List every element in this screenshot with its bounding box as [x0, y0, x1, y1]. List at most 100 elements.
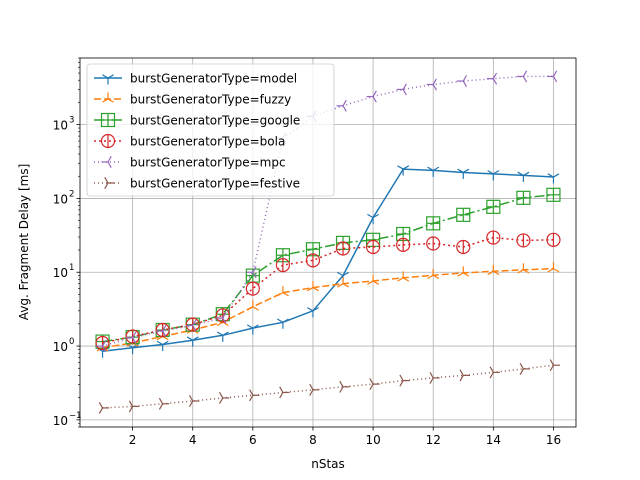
- series-line: [102, 364, 554, 409]
- series-group: [98, 359, 560, 414]
- marker-stroke: [462, 168, 470, 173]
- point-marker: [246, 266, 257, 279]
- marker-stroke: [162, 340, 169, 346]
- point-marker: [397, 165, 410, 176]
- point-marker: [427, 166, 440, 177]
- legend-item: burstGeneratorType=bola: [94, 133, 285, 149]
- marker-stroke: [102, 345, 107, 353]
- marker-stroke: [282, 318, 289, 323]
- point-marker: [276, 286, 289, 297]
- point-marker: [457, 168, 470, 179]
- legend: burstGeneratorType=model burstGeneratorTy…: [86, 63, 335, 197]
- marker-stroke: [252, 266, 257, 273]
- marker-stroke: [249, 389, 254, 396]
- point-marker: [517, 263, 530, 274]
- marker-stroke: [462, 75, 468, 82]
- x-tick-label: 10: [365, 433, 380, 447]
- marker-stroke: [369, 378, 374, 385]
- marker-stroke: [397, 165, 404, 170]
- marker-stroke: [523, 171, 530, 176]
- marker-stroke: [372, 90, 377, 97]
- point-marker: [367, 274, 380, 285]
- y-tick-label: 10: [53, 414, 68, 428]
- marker-stroke: [309, 383, 314, 391]
- marker-stroke: [162, 330, 167, 337]
- marker-stroke: [342, 99, 347, 107]
- point-marker: [186, 319, 197, 332]
- marker-stroke: [459, 375, 464, 382]
- marker-stroke: [128, 400, 134, 407]
- marker-stroke: [489, 372, 494, 379]
- legend-item: burstGeneratorType=mpc: [94, 156, 286, 170]
- point-marker: [188, 395, 200, 407]
- point-marker: [156, 340, 169, 351]
- point-marker: [246, 300, 259, 311]
- marker-stroke: [156, 340, 163, 346]
- point-marker: [104, 177, 115, 189]
- point-marker: [128, 400, 140, 413]
- point-marker: [335, 241, 351, 256]
- point-marker: [396, 83, 407, 96]
- marker-stroke: [158, 397, 164, 405]
- point-marker: [427, 268, 440, 280]
- marker-stroke: [246, 324, 254, 329]
- marker-stroke: [219, 397, 224, 404]
- marker-stroke: [126, 343, 133, 349]
- point-marker: [307, 307, 319, 318]
- marker-stroke: [282, 292, 289, 297]
- x-tick-label: 2: [129, 433, 137, 447]
- marker-stroke: [459, 369, 464, 376]
- legend-item: burstGeneratorType=model: [94, 72, 297, 86]
- marker-stroke: [553, 173, 560, 178]
- marker-stroke: [519, 362, 524, 370]
- point-marker: [456, 75, 468, 87]
- marker-stroke: [487, 270, 494, 276]
- legend-label: burstGeneratorType=bola: [130, 135, 285, 149]
- point-marker: [517, 171, 530, 182]
- marker-stroke: [107, 161, 112, 168]
- x-tick-label: 4: [189, 433, 197, 447]
- point-marker: [487, 264, 500, 276]
- marker-stroke: [107, 156, 112, 163]
- series-line: [102, 168, 554, 353]
- marker-stroke: [337, 283, 344, 288]
- marker-stroke: [107, 98, 114, 103]
- marker-stroke: [552, 70, 558, 77]
- y-tick-label: 10: [53, 192, 68, 206]
- marker-stroke: [523, 269, 530, 274]
- marker-stroke: [104, 177, 109, 184]
- series-line: [102, 267, 554, 349]
- marker-stroke: [102, 98, 109, 103]
- marker-stroke: [222, 312, 227, 319]
- marker-stroke: [492, 72, 498, 79]
- marker-stroke: [102, 74, 109, 79]
- marker-stroke: [307, 287, 314, 292]
- point-marker: [98, 401, 110, 414]
- marker-stroke: [522, 76, 528, 83]
- marker-stroke: [402, 89, 407, 96]
- point-marker: [396, 237, 411, 252]
- point-marker: [519, 362, 530, 375]
- marker-stroke: [432, 78, 437, 85]
- point-marker: [486, 199, 501, 214]
- marker-stroke: [369, 383, 374, 391]
- point-marker: [102, 74, 114, 85]
- point-marker: [219, 392, 230, 404]
- point-marker: [369, 378, 380, 391]
- x-tick-label: 16: [546, 433, 561, 447]
- point-marker: [279, 386, 290, 399]
- point-marker: [102, 92, 114, 103]
- marker-stroke: [186, 336, 194, 341]
- point-marker: [276, 318, 289, 329]
- point-marker: [309, 383, 320, 396]
- marker-stroke: [462, 80, 468, 87]
- legend-box: [86, 63, 335, 197]
- point-marker: [426, 236, 441, 251]
- marker-stroke: [158, 403, 164, 410]
- x-tick-label: 12: [426, 433, 441, 447]
- marker-stroke: [219, 392, 224, 399]
- x-tick-label: 14: [486, 433, 501, 447]
- marker-stroke: [367, 213, 374, 219]
